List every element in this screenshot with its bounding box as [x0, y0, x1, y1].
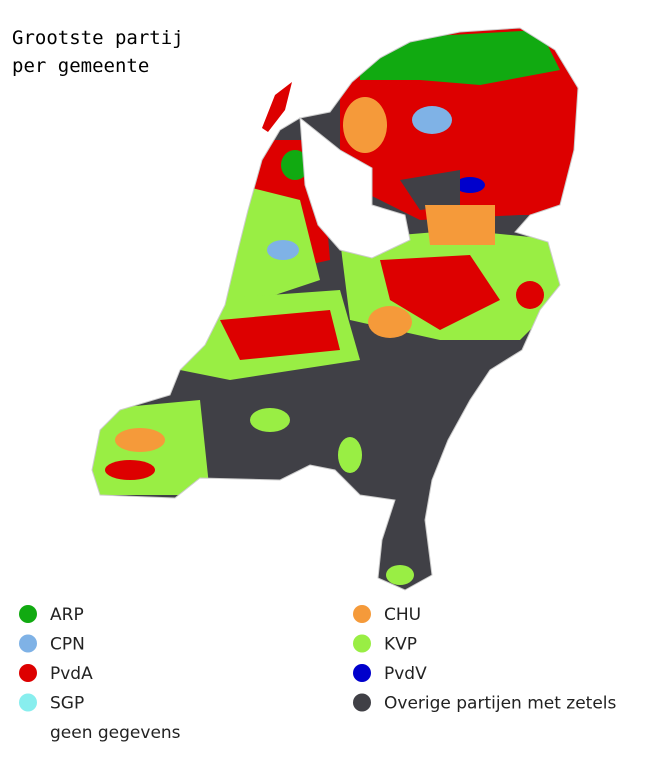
legend-label: CHU [384, 605, 421, 625]
legend-label: Overige partijen met zetels [384, 694, 617, 714]
legend-label: ARP [50, 605, 84, 625]
legend-label: geen gegevens [50, 723, 181, 743]
legend-swatch [19, 723, 37, 741]
legend-label: SGP [50, 694, 84, 714]
legend-swatch [19, 664, 37, 682]
legend-swatch [19, 605, 37, 623]
legend-label: PvdV [384, 664, 427, 684]
legend-swatch [19, 693, 37, 712]
legend-swatch [353, 693, 371, 712]
title-line: per gemeente [12, 55, 149, 77]
map [91, 27, 579, 591]
legend-label: KVP [384, 635, 417, 655]
legend-swatch [353, 634, 371, 653]
legend-label: CPN [50, 635, 85, 655]
legend-swatch [353, 605, 371, 623]
legend-swatch [19, 634, 37, 653]
title-line: Grootste partij [12, 27, 184, 49]
legend-swatch [353, 664, 371, 682]
lake [299, 116, 411, 259]
legend-label: PvdA [50, 664, 93, 684]
municipalities [92, 28, 578, 590]
island [262, 82, 292, 132]
